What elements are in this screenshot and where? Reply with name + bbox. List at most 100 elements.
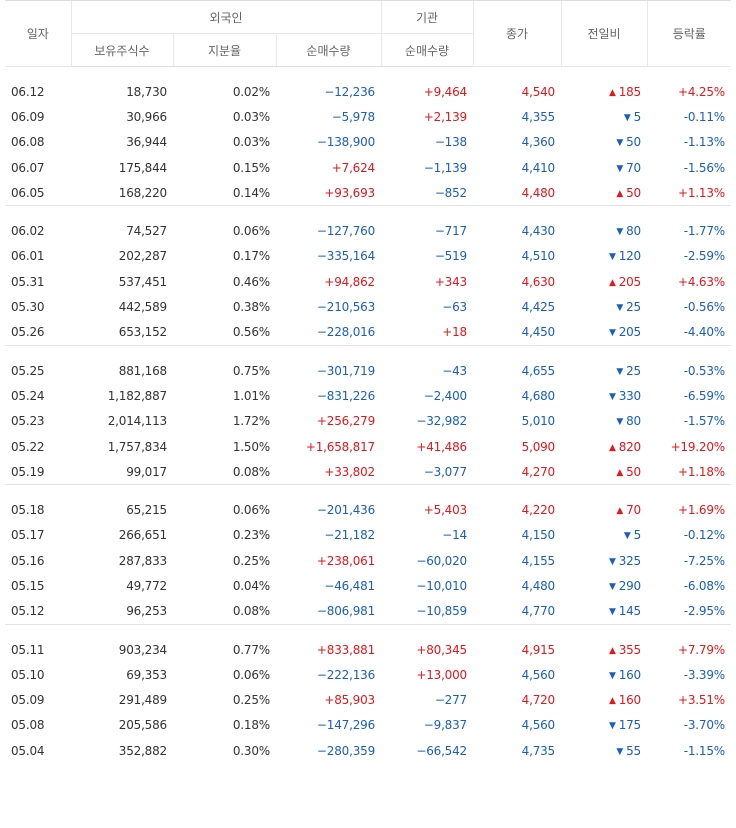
share-cell: 0.02% [232,84,270,99]
change-cell: ▼ 5 [561,523,647,548]
change-value: 70 [626,503,641,518]
date-cell: 05.12 [11,604,45,619]
close-cell: 4,480 [521,185,556,200]
rate-cell: -1.15% [683,743,725,758]
close-cell: 5,090 [521,439,556,454]
share-cell: 0.15% [232,160,270,175]
spacer-cell [5,344,731,358]
holdings-cell: 903,234 [118,642,167,657]
date-cell: 05.11 [11,642,45,657]
rate-cell: -0.56% [683,300,725,315]
share-cell: 0.30% [232,743,270,758]
holdings-cell: 266,651 [118,528,167,543]
group-separator [5,205,731,219]
triangle-down-icon: ▼ [608,252,616,263]
inst-net-cell: +9,464 [423,84,467,99]
inst-net-cell: −32,982 [416,414,467,429]
share-cell: 0.38% [232,300,270,315]
triangle-down-icon: ▼ [608,670,616,681]
change-value: 120 [618,249,642,264]
change-value: 145 [618,604,642,619]
foreign-net-cell: −5,978 [331,109,375,124]
header-share: 지분율 [172,33,276,67]
share-cell: 0.06% [232,667,270,682]
close-cell: 4,155 [521,553,556,568]
date-cell: 05.19 [11,464,45,479]
change-cell: ▼ 70 [561,155,647,180]
share-cell: 0.04% [232,578,270,593]
share-cell: 0.25% [232,553,270,568]
foreign-net-cell: −280,359 [316,743,375,758]
header-inst-net: 순매수량 [380,33,473,67]
triangle-down-icon: ▼ [616,163,624,174]
table-row: 05.16 287,833 0.25% +238,061 −60,020 4,155 ▼ 32… [5,548,731,573]
table-row: 06.05 168,220 0.14% +93,693 −852 4,480 ▲ 50 +1.1… [5,180,731,206]
close-cell: 4,430 [521,224,556,239]
close-cell: 4,560 [521,718,556,733]
close-cell: 4,540 [521,84,556,99]
change-cell: ▼ 5 [561,104,647,129]
triangle-up-icon: ▲ [608,442,616,453]
foreign-net-cell: −147,296 [316,718,375,733]
change-cell: ▼ 50 [561,130,647,155]
inst-net-cell: −519 [434,249,467,264]
table-row: 05.22 1,757,834 1.50% +1,658,817 +41,486 5,09… [5,434,731,459]
change-value: 330 [618,388,642,403]
holdings-cell: 881,168 [118,363,167,378]
share-cell: 0.14% [232,185,270,200]
spacer-cell [5,623,731,637]
date-cell: 05.16 [11,553,45,568]
rate-cell: +7.79% [678,642,725,657]
table-row: 05.09 291,489 0.25% +85,903 −277 4,720 ▲ 160 +3.… [5,688,731,713]
foreign-net-cell: −201,436 [316,503,375,518]
holdings-cell: 2,014,113 [107,414,167,429]
header-holdings: 보유주식수 [70,33,173,67]
table-row: 05.04 352,882 0.30% −280,359 −66,542 4,735 ▼ 55… [5,738,731,763]
share-cell: 0.06% [232,224,270,239]
triangle-up-icon: ▲ [616,188,624,199]
change-cell: ▲ 355 [561,637,647,662]
date-cell: 05.24 [11,388,45,403]
table-row: 06.09 30,966 0.03% −5,978 +2,139 4,355 ▼ 5 -0.11… [5,104,731,129]
change-cell: ▼ 120 [561,244,647,269]
change-cell: ▼ 145 [561,599,647,625]
change-cell: ▲ 160 [561,688,647,713]
inst-net-cell: +2,139 [423,109,467,124]
rate-cell: -3.70% [683,718,725,733]
foreign-net-cell: +33,802 [324,464,375,479]
change-cell: ▼ 330 [561,383,647,408]
change-value: 290 [618,578,642,593]
spacer-cell [5,484,731,498]
close-cell: 4,360 [521,135,556,150]
share-cell: 0.08% [232,464,270,479]
date-cell: 06.09 [11,109,45,124]
group-separator [5,484,731,498]
triangle-down-icon: ▼ [608,328,616,339]
triangle-down-icon: ▼ [616,138,624,149]
triangle-up-icon: ▲ [608,277,616,288]
inst-net-cell: −9,837 [423,718,467,733]
table-row: 05.25 881,168 0.75% −301,719 −43 4,655 ▼ 25 -0.5… [5,358,731,383]
change-cell: ▼ 25 [561,358,647,383]
holdings-cell: 36,944 [126,135,167,150]
triangle-down-icon: ▼ [616,417,624,428]
change-value: 820 [618,439,642,454]
triangle-down-icon: ▼ [608,607,616,618]
rate-cell: +4.25% [678,84,725,99]
change-cell: ▼ 205 [561,320,647,346]
inst-net-cell: +18 [442,325,467,340]
table-body: 06.12 18,730 0.02% −12,236 +9,464 4,540 ▲ 185 +4… [5,67,731,764]
rate-cell: +3.51% [678,693,725,708]
inst-net-cell: +13,000 [416,667,467,682]
change-cell: ▼ 175 [561,713,647,738]
close-cell: 5,010 [521,414,556,429]
holdings-cell: 287,833 [118,553,167,568]
close-cell: 4,480 [521,578,556,593]
change-value: 185 [618,84,642,99]
rate-cell: -7.25% [683,553,725,568]
share-cell: 0.56% [232,325,270,340]
date-cell: 05.31 [11,274,45,289]
date-cell: 05.30 [11,300,45,315]
table-row: 05.12 96,253 0.08% −806,981 −10,859 4,770 ▼ 145… [5,599,731,625]
date-cell: 05.23 [11,414,45,429]
